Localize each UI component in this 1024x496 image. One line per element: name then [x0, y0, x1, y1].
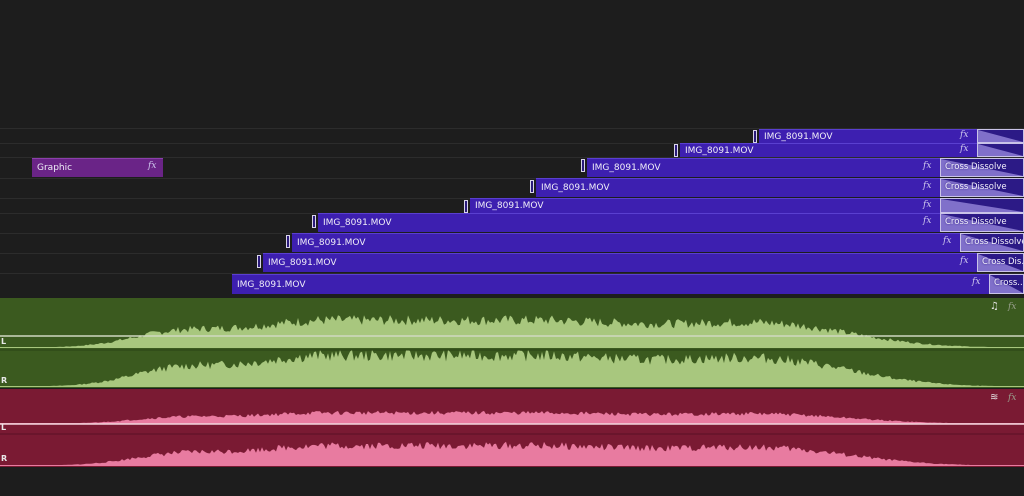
- audio-clip-1[interactable]: L R ♫ fx: [0, 298, 1024, 388]
- clip-edit-marker[interactable]: [581, 159, 585, 172]
- transition-cross-dissolve[interactable]: Cross Dissolve: [940, 178, 1024, 197]
- waveform-link-icon: ≋: [990, 392, 999, 403]
- track-separator: [0, 143, 1024, 144]
- track-separator: [0, 157, 1024, 158]
- transition[interactable]: [977, 129, 1024, 143]
- clip-name: IMG_8091.MOV: [592, 163, 661, 173]
- clip-name: IMG_8091.MOV: [475, 201, 544, 211]
- transition-cross-dissolve[interactable]: Cross Dissolve: [960, 233, 1024, 252]
- clip-edit-marker[interactable]: [312, 215, 316, 228]
- clip-name: IMG_8091.MOV: [237, 279, 306, 290]
- fx-badge[interactable]: fx: [960, 144, 969, 154]
- video-clip[interactable]: IMG_8091.MOV: [470, 198, 940, 213]
- transition-label: Cross...: [994, 278, 1024, 288]
- clip-edit-marker[interactable]: [257, 255, 261, 268]
- clip-edit-marker[interactable]: [530, 180, 534, 193]
- transition-cross-dissolve[interactable]: Cross...: [989, 274, 1024, 294]
- transition-cross-dissolve[interactable]: Cross Dissolve: [940, 213, 1024, 232]
- transition-label: Cross Dissolve: [965, 237, 1024, 247]
- transition-label: Cross Dis...: [982, 257, 1024, 267]
- fx-badge[interactable]: fx: [960, 256, 969, 266]
- video-clip[interactable]: IMG_8091.MOV: [232, 274, 989, 294]
- music-note-icon: ♫: [990, 301, 999, 312]
- graphic-clip[interactable]: Graphic: [32, 158, 163, 177]
- transition-label: Cross Dissolve: [945, 162, 1007, 172]
- transition[interactable]: [940, 198, 1024, 213]
- fx-badge[interactable]: fx: [1008, 302, 1017, 312]
- clip-name: IMG_8091.MOV: [685, 145, 754, 156]
- clip-edit-marker[interactable]: [753, 130, 757, 143]
- fx-badge[interactable]: fx: [923, 200, 932, 210]
- clip-name: IMG_8091.MOV: [297, 238, 366, 248]
- channel-label-right: R: [1, 376, 8, 385]
- fx-badge[interactable]: fx: [923, 216, 932, 226]
- clip-edit-marker[interactable]: [464, 200, 468, 213]
- audio-waveform: [0, 315, 1024, 387]
- video-clip[interactable]: IMG_8091.MOV: [680, 143, 977, 157]
- clip-name: Graphic: [37, 163, 73, 173]
- channel-label-right: R: [1, 454, 8, 463]
- transition-cross-dissolve[interactable]: Cross Dissolve: [940, 158, 1024, 177]
- video-clip[interactable]: IMG_8091.MOV: [318, 213, 940, 232]
- transition-cross-dissolve[interactable]: Cross Dis...: [977, 253, 1024, 272]
- clip-name: IMG_8091.MOV: [268, 258, 337, 268]
- audio-waveform: [0, 410, 1024, 466]
- track-separator: [0, 128, 1024, 129]
- clip-name: IMG_8091.MOV: [541, 183, 610, 193]
- transition-label: Cross Dissolve: [945, 182, 1007, 192]
- fx-badge[interactable]: fx: [960, 130, 969, 140]
- clip-edit-marker[interactable]: [286, 235, 290, 248]
- clip-name: IMG_8091.MOV: [764, 131, 833, 142]
- transition[interactable]: [977, 143, 1024, 157]
- clip-name: IMG_8091.MOV: [323, 218, 392, 228]
- fx-badge[interactable]: fx: [923, 161, 932, 171]
- fx-badge[interactable]: fx: [1008, 393, 1017, 403]
- track-separator: [0, 273, 1024, 274]
- fx-badge[interactable]: fx: [943, 236, 952, 246]
- channel-label-left: L: [1, 423, 7, 432]
- fx-badge[interactable]: fx: [148, 161, 157, 171]
- video-clip[interactable]: IMG_8091.MOV: [587, 158, 940, 177]
- clip-edit-marker[interactable]: [674, 144, 678, 157]
- video-clip[interactable]: IMG_8091.MOV: [292, 233, 960, 252]
- fx-badge[interactable]: fx: [923, 181, 932, 191]
- video-clip[interactable]: IMG_8091.MOV: [263, 253, 977, 272]
- video-clip[interactable]: IMG_8091.MOV: [536, 178, 940, 197]
- track-separator: [0, 178, 1024, 179]
- transition-label: Cross Dissolve: [945, 217, 1007, 227]
- audio-clip-2[interactable]: L R ≋ fx: [0, 389, 1024, 467]
- channel-label-left: L: [1, 337, 7, 346]
- fx-badge[interactable]: fx: [972, 277, 981, 287]
- video-clip[interactable]: IMG_8091.MOV: [759, 129, 977, 143]
